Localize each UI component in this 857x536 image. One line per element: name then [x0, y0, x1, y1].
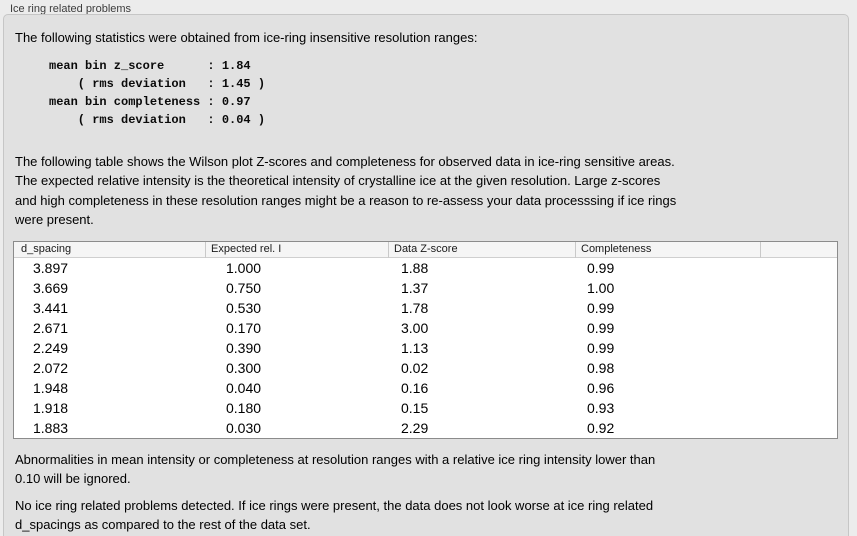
- cell-expected-rel-i: 0.300: [226, 360, 262, 376]
- cell-d-spacing: 1.918: [33, 400, 69, 416]
- cell-expected-rel-i: 0.170: [226, 320, 262, 336]
- cell-data-z-score: 1.78: [401, 300, 429, 316]
- cell-completeness: 0.99: [587, 260, 615, 276]
- cell-completeness: 0.92: [587, 420, 615, 436]
- cell-d-spacing: 3.669: [33, 280, 69, 296]
- table-header-row: d_spacing Expected rel. I Data Z-score C…: [14, 241, 837, 258]
- cell-data-z-score: 2.29: [401, 420, 429, 436]
- header-cell-empty: [760, 241, 837, 258]
- cell-d-spacing: 3.441: [33, 300, 69, 316]
- cell-d-spacing: 1.948: [33, 380, 69, 396]
- cell-expected-rel-i: 0.750: [226, 280, 262, 296]
- cell-d-spacing: 2.671: [33, 320, 69, 336]
- cell-data-z-score: 1.37: [401, 280, 429, 296]
- cell-data-z-score: 1.13: [401, 340, 429, 356]
- table-row[interactable]: 1.948 0.040 0.16 0.96: [14, 378, 837, 398]
- header-cell-completeness[interactable]: Completeness: [575, 241, 760, 258]
- table-row[interactable]: 2.072 0.300 0.02 0.98: [14, 358, 837, 378]
- header-cell-d-spacing[interactable]: d_spacing: [21, 242, 72, 255]
- cell-expected-rel-i: 0.530: [226, 300, 262, 316]
- table-row[interactable]: 1.883 0.030 2.29 0.92: [14, 418, 837, 438]
- cell-completeness: 0.96: [587, 380, 615, 396]
- ignore-rule-text: Abnormalities in mean intensity or compl…: [15, 452, 656, 487]
- cell-expected-rel-i: 0.030: [226, 420, 262, 436]
- table-description-text: The following table shows the Wilson plo…: [15, 154, 677, 227]
- cell-expected-rel-i: 0.180: [226, 400, 262, 416]
- cell-expected-rel-i: 0.390: [226, 340, 262, 356]
- cell-d-spacing: 3.897: [33, 260, 69, 276]
- cell-completeness: 0.99: [587, 300, 615, 316]
- table-row[interactable]: 3.441 0.530 1.78 0.99: [14, 298, 837, 318]
- cell-completeness: 0.98: [587, 360, 615, 376]
- ice-ring-table: d_spacing Expected rel. I Data Z-score C…: [13, 241, 838, 439]
- table-row[interactable]: 2.249 0.390 1.13 0.99: [14, 338, 837, 358]
- cell-expected-rel-i: 0.040: [226, 380, 262, 396]
- cell-completeness: 0.99: [587, 320, 615, 336]
- table-row[interactable]: 3.897 1.000 1.88 0.99: [14, 258, 837, 278]
- cell-data-z-score: 0.02: [401, 360, 429, 376]
- stats-values-block: mean bin z_score : 1.84 ( rms deviation …: [49, 59, 266, 127]
- conclusion-text: No ice ring related problems detected. I…: [15, 498, 654, 533]
- cell-data-z-score: 0.16: [401, 380, 429, 396]
- cell-completeness: 0.99: [587, 340, 615, 356]
- table-body: 3.897 1.000 1.88 0.99 3.669 0.750 1.37 1…: [14, 258, 837, 438]
- header-cell-expected-rel-i[interactable]: Expected rel. I: [205, 241, 388, 258]
- cell-d-spacing: 2.072: [33, 360, 69, 376]
- table-row[interactable]: 3.669 0.750 1.37 1.00: [14, 278, 837, 298]
- cell-expected-rel-i: 1.000: [226, 260, 262, 276]
- cell-completeness: 0.93: [587, 400, 615, 416]
- ice-ring-groupbox: The following statistics were obtained f…: [3, 14, 849, 536]
- cell-data-z-score: 3.00: [401, 320, 429, 336]
- panel-title: Ice ring related problems: [10, 3, 132, 15]
- cell-d-spacing: 2.249: [33, 340, 69, 356]
- cell-data-z-score: 0.15: [401, 400, 429, 416]
- header-cell-data-z-score[interactable]: Data Z-score: [388, 241, 575, 258]
- cell-completeness: 1.00: [587, 280, 615, 296]
- table-row[interactable]: 1.918 0.180 0.15 0.93: [14, 398, 837, 418]
- cell-data-z-score: 1.88: [401, 260, 429, 276]
- table-row[interactable]: 2.671 0.170 3.00 0.99: [14, 318, 837, 338]
- cell-d-spacing: 1.883: [33, 420, 69, 436]
- stats-intro-text: The following statistics were obtained f…: [15, 30, 478, 45]
